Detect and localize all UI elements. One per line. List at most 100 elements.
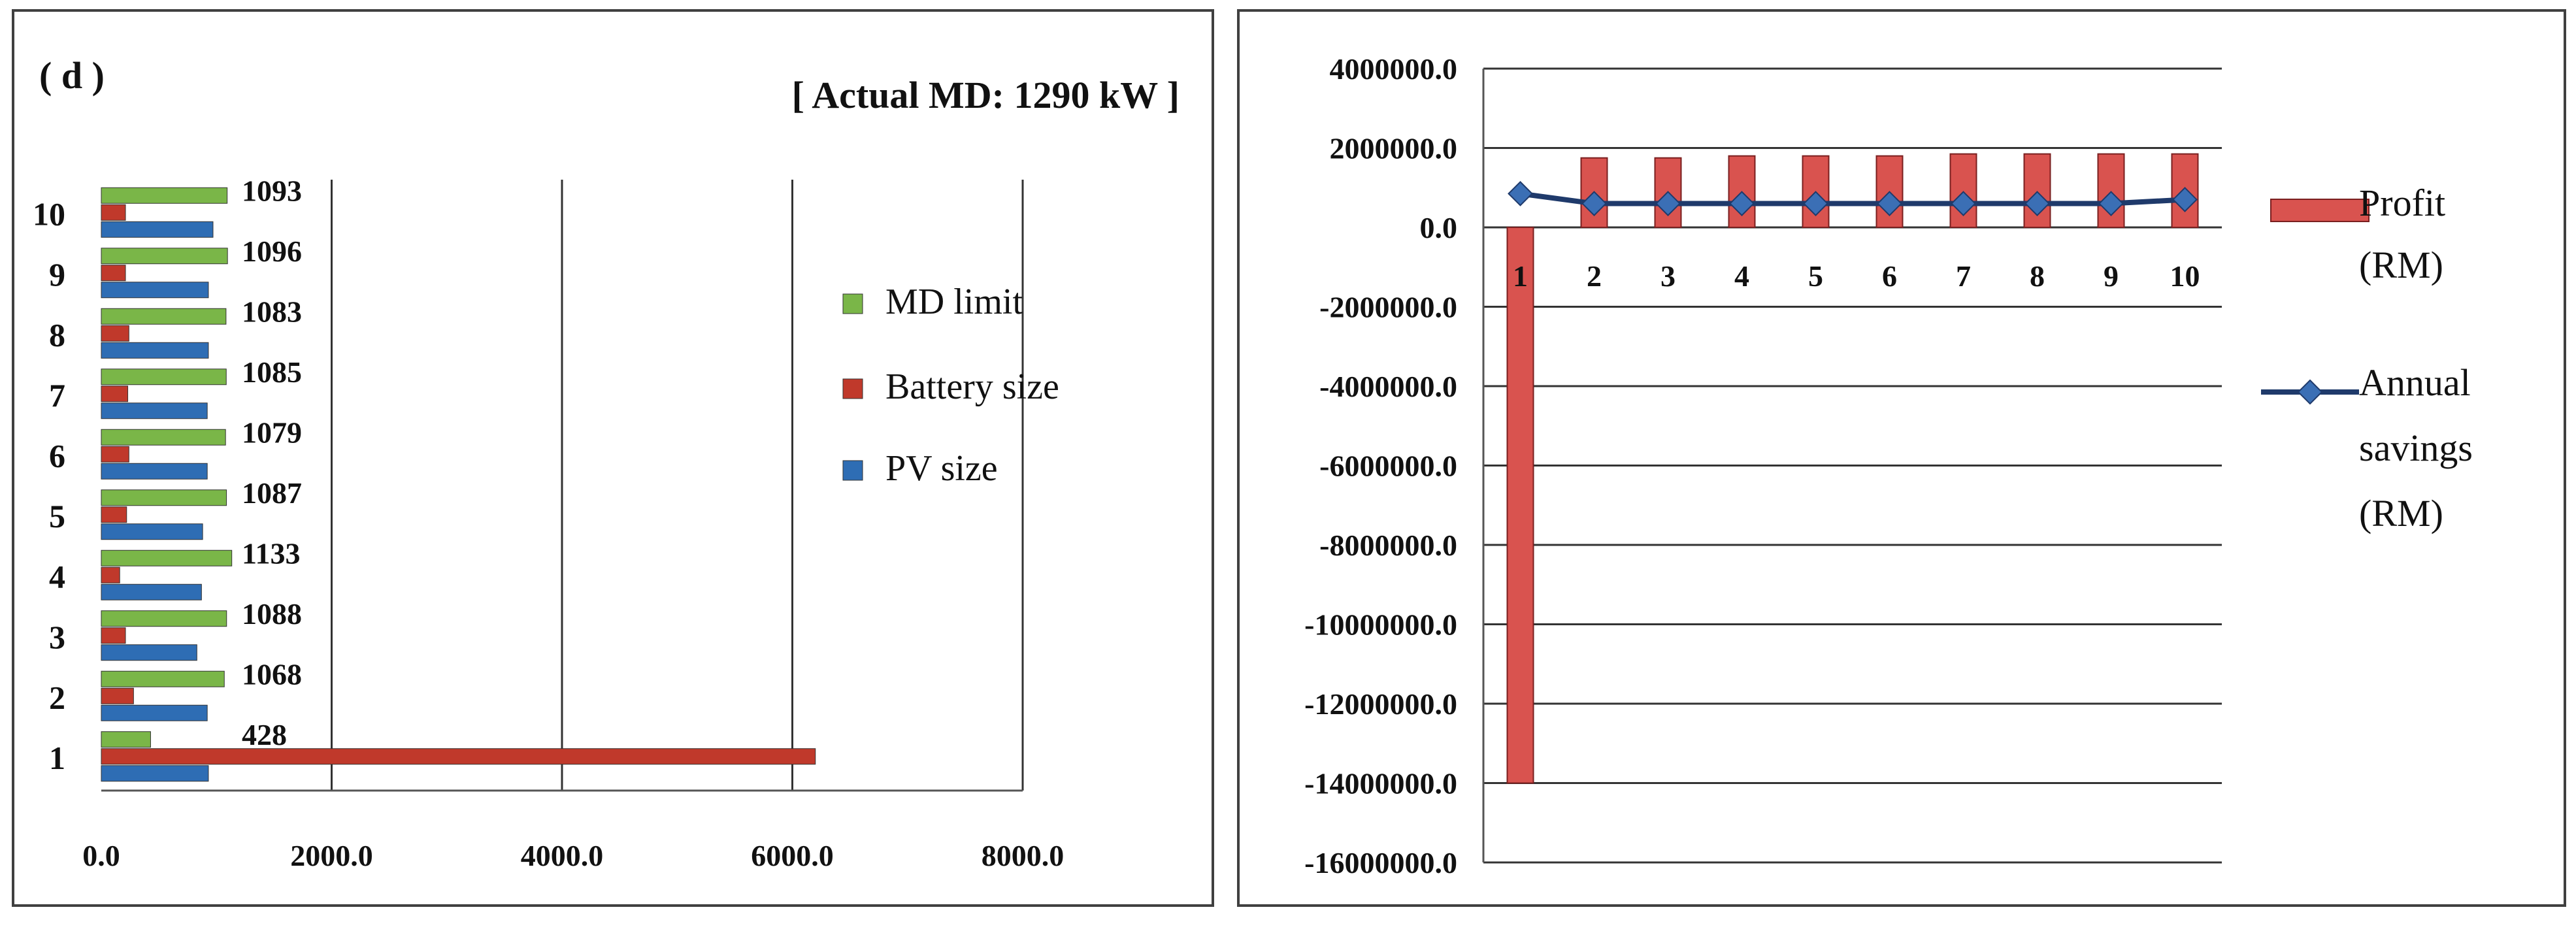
data-label: 1088 (242, 597, 302, 630)
data-label: 1068 (242, 657, 302, 691)
bar-pv-size (101, 342, 209, 359)
x-tick-label: 4 (1734, 259, 1749, 293)
y-tick-label: -12000000.0 (1304, 687, 1457, 721)
y-tick-label: 9 (49, 256, 65, 293)
y-tick-label: 0.0 (1420, 211, 1458, 244)
y-tick-label: 4 (49, 558, 65, 595)
legend-label-savings: (RM) (2359, 492, 2443, 534)
savings-marker (2098, 191, 2124, 216)
y-tick-label: -2000000.0 (1319, 291, 1457, 324)
left-gridlines (101, 180, 1024, 792)
bar-battery-size (101, 506, 127, 523)
legend-label-savings: Annual (2359, 361, 2471, 404)
y-tick-label: 6 (49, 437, 65, 474)
right-savings-line (1508, 180, 2198, 216)
bar-battery-size (101, 627, 126, 644)
y-tick-label: 8 (49, 316, 65, 353)
bar-pv-size (101, 704, 208, 721)
bar-battery-size (101, 325, 129, 342)
savings-marker (1508, 180, 1533, 206)
legend-label-savings: savings (2359, 427, 2473, 469)
legend-label-profit: (RM) (2359, 244, 2443, 286)
x-tick-label: 1 (1513, 259, 1528, 293)
bar-battery-size (101, 265, 126, 282)
savings-marker (1803, 191, 1828, 216)
savings-marker (2172, 187, 2198, 212)
savings-marker (1729, 191, 1755, 216)
bar-md-limit (101, 248, 228, 265)
y-tick-label: 2000000.0 (1330, 132, 1458, 165)
bar-pv-size (101, 221, 214, 238)
y-tick-label: 3 (49, 619, 65, 655)
bar-md-limit (101, 429, 226, 446)
bar-md-limit (101, 187, 228, 204)
data-label: 1096 (242, 235, 302, 268)
legend-label: MD limit (885, 282, 1023, 322)
bar-battery-size (101, 446, 129, 463)
savings-line-path (1519, 191, 2185, 206)
bar-pv-size (101, 583, 202, 600)
y-tick-label: 4000000.0 (1330, 52, 1458, 86)
x-tick-label: 5 (1808, 259, 1823, 293)
bar-md-limit (101, 731, 151, 748)
savings-marker (1877, 191, 1902, 216)
bar-pv-size (101, 282, 209, 299)
x-tick-label: 3 (1660, 259, 1676, 293)
bar-md-limit (101, 489, 227, 506)
legend-label-profit: Profit (2359, 182, 2445, 224)
savings-marker (2024, 191, 2050, 216)
y-tick-label: 7 (49, 377, 65, 414)
data-label: 1087 (242, 476, 302, 510)
bar-battery-size (101, 204, 126, 221)
legend-swatch-profit (2270, 199, 2370, 222)
y-tick-label: -4000000.0 (1319, 370, 1457, 403)
bar-profit (1506, 227, 1534, 784)
data-label: 1085 (242, 355, 302, 389)
x-tick-label: 9 (2104, 259, 2119, 293)
bar-md-limit (101, 670, 225, 687)
x-tick-label: 2000.0 (290, 839, 373, 872)
bar-pv-size (101, 765, 209, 782)
bar-md-limit (101, 308, 227, 325)
x-tick-label: 6 (1882, 259, 1897, 293)
y-tick-label: 10 (33, 195, 65, 232)
left-legend: MD limit Battery size PV size (842, 282, 1059, 489)
data-label: 1093 (242, 174, 302, 207)
x-tick-label: 10 (2170, 259, 2200, 293)
bar-pv-size (101, 523, 203, 540)
data-label: 1079 (242, 416, 302, 449)
bar-profit (2023, 153, 2051, 228)
savings-marker (1655, 191, 1681, 216)
bar-profit (2097, 153, 2125, 228)
left-axis-ticks: 0.0 2000.0 4000.0 6000.0 8000.01428210683108… (33, 174, 1064, 872)
bar-md-limit (101, 610, 227, 627)
bar-pv-size (101, 463, 208, 480)
savings-marker (1581, 191, 1607, 216)
panel-label: ( d ) (39, 54, 105, 97)
legend-swatch (842, 460, 863, 481)
y-tick-label: 5 (49, 498, 65, 534)
bar-pv-size (101, 402, 208, 419)
y-tick-label: -14000000.0 (1304, 767, 1457, 800)
x-tick-label: 0.0 (82, 839, 120, 872)
legend-swatch (842, 293, 863, 314)
legend-marker-savings (2297, 379, 2323, 405)
legend-label: Battery size (885, 367, 1059, 407)
savings-marker (1951, 191, 1976, 216)
x-tick-label: 4000.0 (521, 839, 604, 872)
bar-battery-size (101, 748, 816, 765)
legend-label: PV size (885, 448, 998, 489)
y-tick-label: -16000000.0 (1304, 846, 1457, 879)
right-legend: Profit (RM) Annual savings (RM) (2261, 182, 2473, 534)
x-tick-label: 6000.0 (751, 839, 834, 872)
left-bars (101, 187, 816, 782)
bar-md-limit (101, 368, 227, 385)
y-tick-label: -10000000.0 (1304, 608, 1457, 642)
bar-battery-size (101, 566, 120, 583)
x-tick-label: 7 (1956, 259, 1971, 293)
bar-pv-size (101, 644, 197, 661)
y-tick-label: 2 (49, 679, 65, 715)
bar-md-limit (101, 549, 233, 566)
right-bars (1506, 153, 2199, 784)
